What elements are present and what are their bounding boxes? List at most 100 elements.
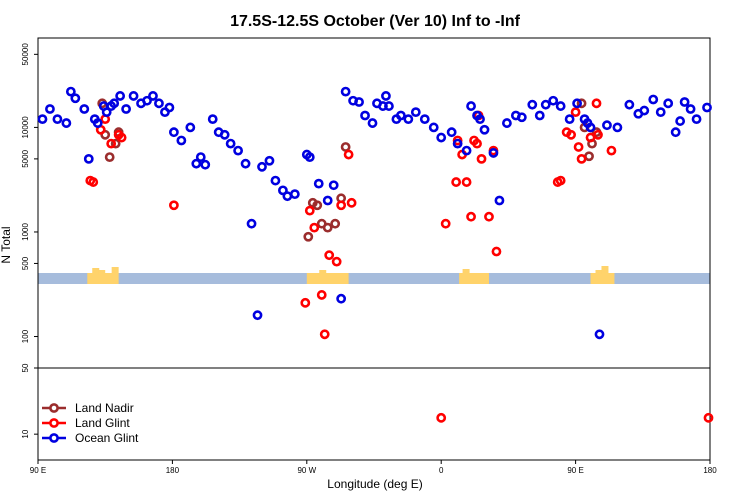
ocean-glint-point <box>257 161 267 172</box>
ocean-glint-point <box>65 86 76 97</box>
land-band <box>601 266 609 274</box>
land-nadir-point <box>330 218 341 229</box>
ocean-glint-point <box>142 95 152 106</box>
legend-label: Land Glint <box>75 416 130 430</box>
legend-swatch-marker <box>49 433 59 443</box>
ocean-glint-point <box>270 175 281 186</box>
land-glint-point <box>116 132 127 143</box>
ocean-glint-point <box>360 110 370 121</box>
legend-swatch-marker <box>49 403 59 413</box>
land-glint-point <box>324 250 335 261</box>
x-axis: 90 E 180 90 W 0 90 E 180 <box>30 460 717 475</box>
ocean-glint-point <box>585 122 596 133</box>
land-glint-point <box>304 205 315 216</box>
ocean-glint-point <box>428 122 439 133</box>
ocean-glint-point <box>410 107 421 118</box>
ocean-band <box>38 273 710 284</box>
ocean-glint-point <box>602 120 612 131</box>
land-glint-point <box>88 177 99 187</box>
land-band <box>92 268 100 274</box>
y-axis: 10 50 100 500 1000 5000 10000 50000 <box>21 43 38 439</box>
land-glint-point <box>331 256 342 267</box>
ocean-glint-point <box>466 101 476 111</box>
ocean-glint-point <box>494 195 505 206</box>
land-glint-point <box>566 129 577 140</box>
ocean-glint-point <box>148 91 158 101</box>
ocean-glint-point <box>233 145 244 156</box>
ocean-glint-point <box>548 95 559 106</box>
ocean-glint-point <box>663 98 674 109</box>
ocean-glint-point <box>240 158 251 169</box>
ocean-glint-point <box>540 99 551 110</box>
land-band <box>459 273 489 284</box>
land-glint-point <box>476 153 487 164</box>
ocean-glint-point <box>168 127 179 138</box>
y-tick-label: 50000 <box>21 43 30 66</box>
ocean-glint-point <box>115 91 126 101</box>
land-glint-point <box>591 98 602 109</box>
y-tick-label: 500 <box>21 256 30 270</box>
ocean-glint-point <box>475 114 485 125</box>
land-glint-point <box>466 211 476 222</box>
ocean-glint-point <box>572 98 582 109</box>
y-tick-label: 100 <box>21 329 30 343</box>
chart-title: 17.5S-12.5S October (Ver 10) Inf to -Inf <box>230 13 521 30</box>
land-glint-point <box>484 211 494 222</box>
x-tick-label: 90 E <box>30 466 46 475</box>
data-points <box>37 86 714 423</box>
ocean-glint-point <box>384 101 394 111</box>
ocean-glint-point <box>555 101 566 111</box>
surface-band <box>38 266 710 284</box>
land-band <box>590 273 615 284</box>
ocean-glint-point <box>101 107 112 118</box>
land-glint-point <box>573 142 584 152</box>
ocean-glint-point <box>191 158 202 169</box>
ocean-glint-point <box>52 114 63 125</box>
x-tick-label: 180 <box>703 466 717 475</box>
ocean-glint-point <box>154 98 164 109</box>
land-glint-point <box>472 138 482 149</box>
ocean-glint-point <box>313 178 324 189</box>
ocean-glint-point <box>639 105 650 116</box>
land-band <box>111 267 119 274</box>
ocean-glint-point <box>200 159 211 170</box>
land-glint-point <box>309 222 320 233</box>
y-tick-label: 1000 <box>21 223 30 241</box>
ocean-glint-point <box>278 185 288 196</box>
ocean-glint-point <box>289 189 300 200</box>
land-glint-point <box>703 412 714 423</box>
ocean-glint-point <box>252 310 263 321</box>
land-band <box>462 269 470 274</box>
x-tick-label: 180 <box>166 466 180 475</box>
land-glint-point <box>585 132 596 143</box>
land-glint-point <box>436 412 447 423</box>
land-glint-point <box>451 177 462 187</box>
land-glint-point <box>606 145 617 156</box>
ocean-glint-point <box>436 132 447 143</box>
ocean-glint-point <box>176 135 187 146</box>
ocean-glint-point <box>354 97 364 107</box>
ocean-glint-point <box>624 99 635 110</box>
ocean-glint-point <box>675 116 686 126</box>
ocean-glint-point <box>446 127 457 138</box>
ocean-glint-point <box>527 99 538 110</box>
land-glint-point <box>300 297 311 308</box>
land-nadir-point <box>584 151 594 162</box>
land-nadir-point <box>576 98 587 109</box>
ocean-glint-point <box>516 112 527 123</box>
land-glint-point <box>316 290 327 300</box>
legend-label: Land Nadir <box>75 401 134 415</box>
ocean-glint-point <box>403 114 414 125</box>
ocean-glint-point <box>479 124 490 135</box>
ocean-glint-point <box>702 102 712 113</box>
ocean-glint-point <box>461 145 472 156</box>
land-glint-point <box>440 218 451 229</box>
ocean-glint-point <box>488 148 499 158</box>
ocean-glint-point <box>109 98 120 109</box>
ocean-glint-point <box>419 114 430 125</box>
ocean-glint-point <box>367 118 378 128</box>
ocean-glint-point <box>340 86 351 97</box>
ocean-glint-point <box>37 114 48 125</box>
